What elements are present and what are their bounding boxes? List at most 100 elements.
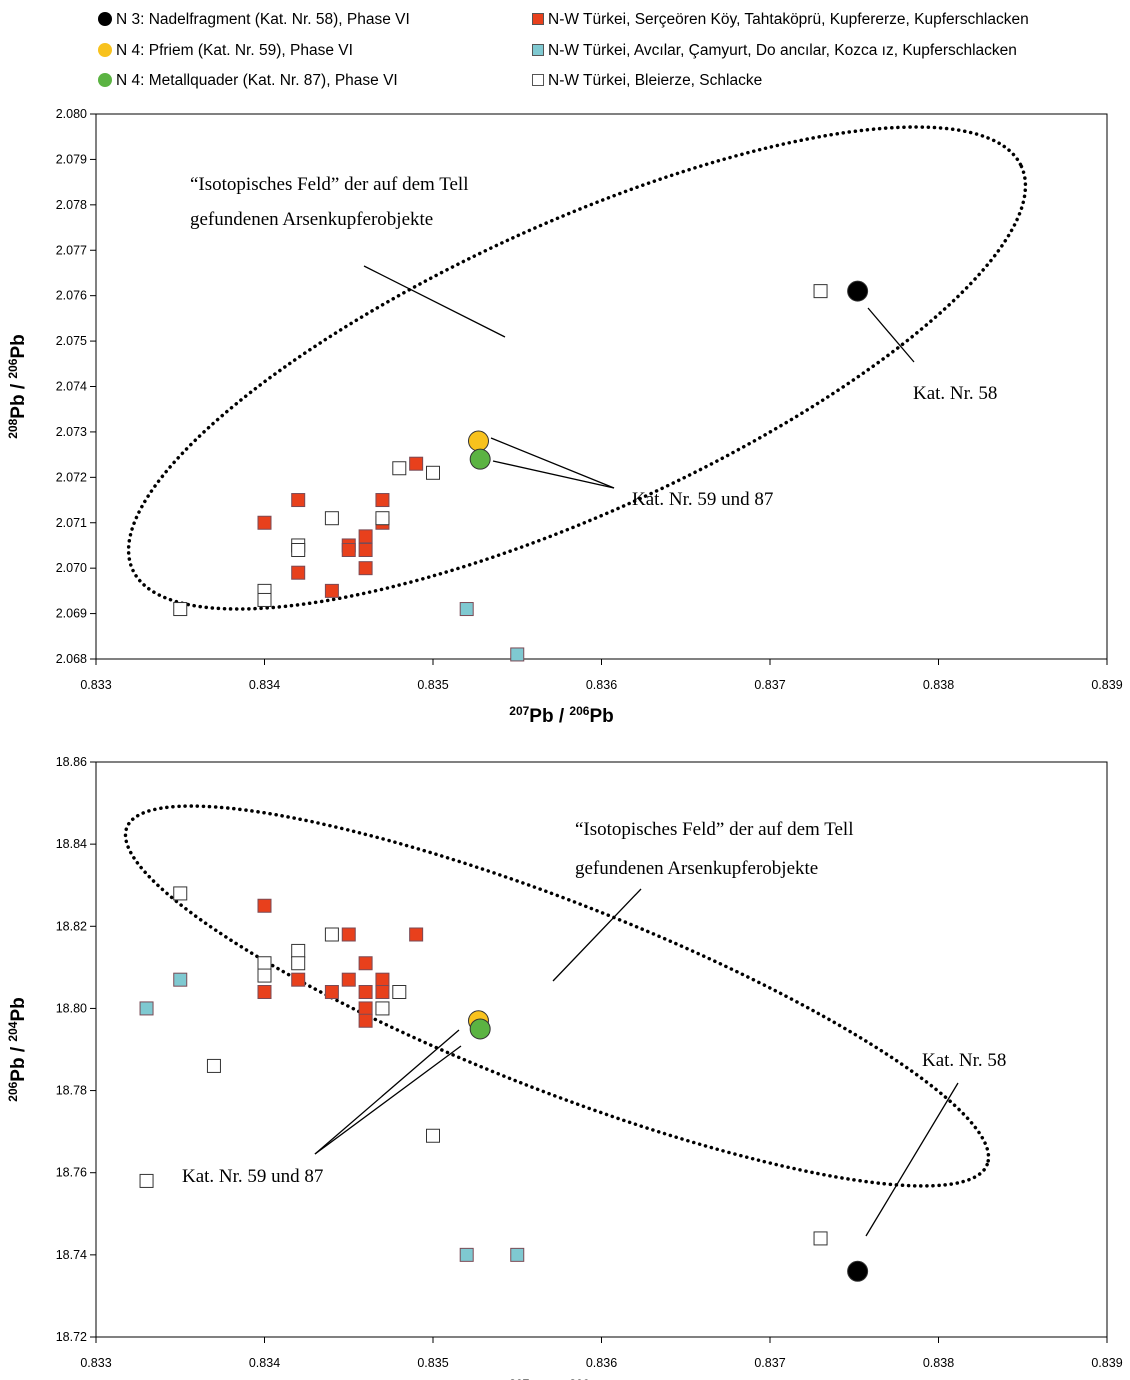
- x-tick-label: 0.837: [754, 678, 785, 692]
- legend-item-kupfer-avcilar: N-W Türkei, Avcılar, Çamyurt, Do ancılar…: [532, 41, 1017, 61]
- red-square-marker-icon: [532, 12, 544, 25]
- x-tick-label: 0.839: [1091, 678, 1122, 692]
- data-point-square: [257, 592, 272, 607]
- y-axis-label: 208Pb / 206Pb: [6, 334, 29, 438]
- data-point-square: [426, 465, 440, 480]
- data-point-circle: [467, 430, 489, 452]
- data-point-square: [341, 543, 356, 557]
- legend-item-kat59: N 4: Pfriem (Kat. Nr. 59), Phase VI: [98, 41, 353, 61]
- annotation-kat59-87-leader: [314, 1029, 460, 1155]
- y-tick-label: 18.78: [56, 1084, 87, 1098]
- x-tick-label: 0.834: [249, 678, 280, 692]
- data-point-square: [341, 972, 356, 987]
- data-point-square: [510, 647, 525, 662]
- data-point-square: [813, 1231, 828, 1246]
- annotation-kat59-87-leader: [492, 460, 615, 489]
- annotation-kat59-87-leader: [314, 1045, 462, 1155]
- data-point-square: [257, 956, 272, 971]
- chart-208pb-206pb: 0.833 0.834 0.835 0.836 0.837 0.838 0.839 2.068…: [6, 107, 1123, 727]
- data-point-circle: [847, 280, 869, 302]
- legend: N 3: Nadelfragment (Kat. Nr. 58), Phase …: [0, 0, 1130, 100]
- data-point-square: [173, 886, 188, 901]
- data-point-square: [375, 1001, 390, 1016]
- data-point-square: [206, 1058, 221, 1073]
- annotation-kat58-leader: [865, 1082, 959, 1237]
- data-point-square: [291, 943, 306, 958]
- x-tick-label: 0.839: [1091, 1356, 1122, 1370]
- data-point-square: [324, 927, 339, 942]
- data-point-square: [375, 972, 390, 987]
- y-tick-label: 2.073: [56, 425, 87, 439]
- data-point-square: [409, 927, 424, 942]
- y-tick-label: 18.82: [56, 919, 87, 933]
- legend-item-kupfer-serceoren: N-W Türkei, Serçeören Köy, Tahtaköprü, K…: [532, 10, 1029, 30]
- y-tick-label: 2.080: [56, 107, 87, 121]
- data-point-square: [173, 972, 188, 987]
- y-tick-label: 2.075: [56, 334, 87, 348]
- data-point-square: [257, 898, 272, 913]
- data-point-square: [409, 456, 424, 471]
- x-tick-label: 0.838: [923, 678, 954, 692]
- y-tick-label: 2.078: [56, 198, 87, 212]
- x-tick-label: 0.834: [249, 1356, 280, 1370]
- data-point-square: [139, 1173, 154, 1188]
- data-point-square: [459, 602, 474, 617]
- y-tick-label: 2.079: [56, 152, 87, 166]
- black-circle-marker-icon: [98, 11, 112, 26]
- x-tick-label: 0.838: [923, 1356, 954, 1370]
- x-tick-label: 0.837: [754, 1356, 785, 1370]
- legend-label: N-W Türkei, Avcılar, Çamyurt, Do ancılar…: [548, 42, 1017, 59]
- x-tick-label: 0.835: [417, 1356, 448, 1370]
- annotation-field-line1: “Isotopisches Feld” der auf dem Tell: [190, 174, 469, 195]
- x-tick-label: 0.835: [417, 678, 448, 692]
- data-point-square: [358, 561, 373, 576]
- open-square-marker-icon: [532, 73, 544, 86]
- annotation-kat58: Kat. Nr. 58: [913, 383, 997, 404]
- data-point-circle: [469, 448, 491, 470]
- y-tick-label: 2.076: [56, 289, 87, 303]
- annotation-field-leader: [552, 888, 642, 982]
- y-tick-label: 18.80: [56, 1001, 87, 1015]
- data-point-square: [392, 985, 407, 999]
- isotopic-field-ellipse: [123, 804, 991, 1188]
- annotation-kat59-87: Kat. Nr. 59 und 87: [182, 1166, 323, 1187]
- data-point-square: [392, 461, 407, 476]
- legend-label: N-W Türkei, Serçeören Köy, Tahtaköprü, K…: [548, 11, 1029, 28]
- data-point-square: [510, 1247, 525, 1262]
- data-point-square: [291, 493, 306, 508]
- data-point-square: [291, 956, 306, 971]
- annotation-field-line2: gefundenen Arsenkupferobjekte: [575, 858, 818, 879]
- data-point-square: [324, 583, 339, 598]
- legend-item-bleierze: N-W Türkei, Bleierze, Schlacke: [532, 71, 762, 91]
- y-tick-label: 2.074: [56, 380, 87, 394]
- data-point-square: [324, 511, 339, 526]
- y-tick-label: 18.86: [56, 755, 87, 769]
- data-point-square: [257, 985, 272, 999]
- data-point-square: [257, 515, 272, 530]
- y-tick-label: 2.072: [56, 470, 87, 484]
- yellow-circle-marker-icon: [98, 42, 112, 57]
- annotation-field-line2: gefundenen Arsenkupferobjekte: [190, 209, 433, 230]
- x-tick-label: 0.836: [586, 678, 617, 692]
- data-point-square: [291, 565, 306, 580]
- chart-206pb-204pb: 0.833 0.834 0.835 0.836 0.837 0.838 0.839 18.72…: [6, 755, 1123, 1380]
- annotation-kat58-leader: [867, 307, 915, 363]
- data-point-square: [358, 1013, 373, 1028]
- data-point-square: [257, 968, 272, 983]
- legend-label: N 4: Pfriem (Kat. Nr. 59), Phase VI: [116, 42, 353, 59]
- y-tick-label: 2.077: [56, 243, 87, 257]
- data-point-square: [813, 284, 828, 299]
- data-point-square: [375, 493, 390, 508]
- legend-label: N-W Türkei, Bleierze, Schlacke: [548, 72, 763, 89]
- y-axis-label: 206Pb / 204Pb: [6, 997, 29, 1101]
- legend-label: N 4: Metallquader (Kat. Nr. 87), Phase V…: [116, 72, 398, 89]
- data-point-square: [291, 543, 306, 557]
- x-tick-label: 0.836: [586, 1356, 617, 1370]
- legend-label: N 3: Nadelfragment (Kat. Nr. 58), Phase …: [116, 11, 410, 28]
- data-point-circle: [469, 1018, 491, 1040]
- y-tick-label: 2.068: [56, 652, 87, 666]
- data-point-square: [358, 529, 373, 544]
- data-point-square: [173, 602, 188, 617]
- data-point-square: [426, 1128, 440, 1143]
- y-tick-label: 18.72: [56, 1330, 87, 1344]
